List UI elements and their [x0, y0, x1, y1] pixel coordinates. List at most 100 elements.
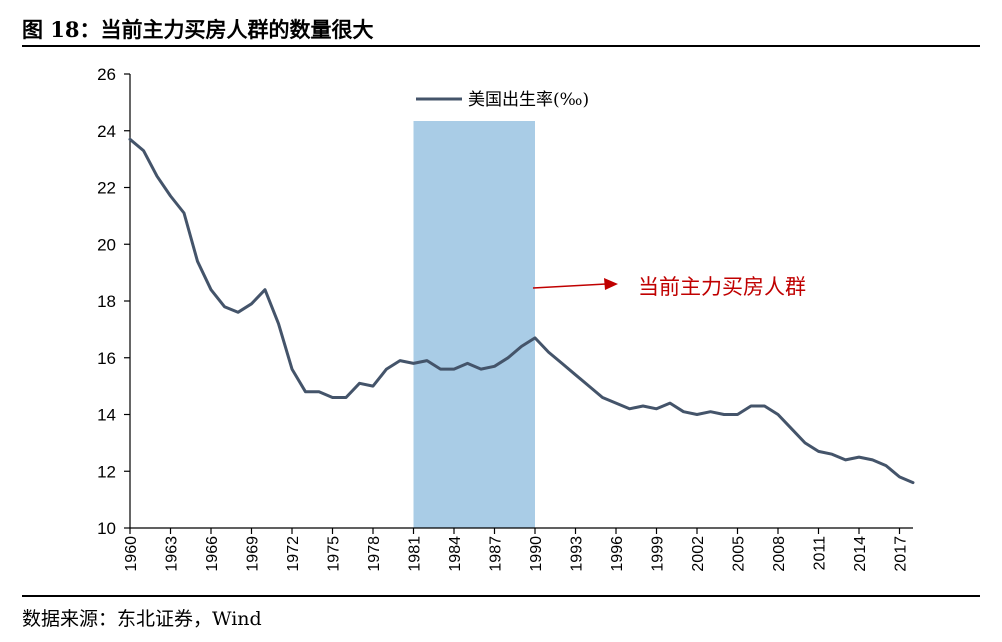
data-point-2012 [830, 452, 834, 456]
data-point-1983 [439, 367, 443, 371]
x-tick-label: 1981 [407, 536, 424, 572]
data-point-2017 [898, 475, 902, 479]
y-tick-label: 14 [97, 406, 116, 425]
y-tick-label: 18 [97, 292, 116, 311]
y-tick-label: 20 [97, 235, 116, 254]
x-tick-label: 1966 [204, 536, 221, 572]
x-tick-label: 2005 [731, 536, 748, 572]
data-point-1974 [317, 390, 321, 394]
y-tick-label: 10 [97, 519, 116, 538]
data-point-1988 [506, 356, 510, 360]
data-point-1963 [169, 194, 173, 198]
x-tick-label: 2008 [771, 536, 788, 572]
data-point-1968 [236, 310, 240, 314]
x-tick-label: 2011 [812, 536, 829, 571]
data-point-1984 [452, 367, 456, 371]
data-point-1979 [385, 367, 389, 371]
data-point-1960 [128, 137, 132, 141]
x-tick-label: 1969 [245, 536, 262, 572]
y-axis: 10 12 14 16 18 20 22 24 26 [97, 65, 131, 538]
legend: 美国出生率(‰) [416, 90, 589, 110]
x-axis: 1960 1963 1966 1969 1972 1975 1978 1981 1984 1987… [123, 527, 913, 572]
data-point-2009 [790, 427, 794, 431]
data-point-2000 [668, 401, 672, 405]
data-point-1990 [533, 336, 537, 340]
annotation-arrowhead [604, 278, 618, 290]
data-point-1962 [155, 174, 159, 178]
source-rule [22, 595, 980, 597]
data-point-2016 [884, 464, 888, 468]
x-tick-label: 2014 [852, 536, 869, 572]
data-point-2008 [776, 413, 780, 417]
title-rule [22, 45, 980, 47]
data-point-1986 [479, 367, 483, 371]
data-point-2007 [763, 404, 767, 408]
y-tick-label: 16 [97, 349, 116, 368]
y-tick-label: 12 [97, 462, 116, 481]
annotation-arrow [532, 283, 607, 289]
data-point-1997 [628, 407, 632, 411]
y-tick-label: 26 [97, 65, 116, 84]
x-tick-label: 1960 [123, 536, 140, 572]
data-point-2005 [736, 413, 740, 417]
data-point-1969 [250, 302, 254, 306]
data-point-1971 [277, 322, 281, 326]
x-tick-label: 1987 [488, 536, 505, 572]
annotation: 当前主力买房人群 [532, 275, 806, 299]
data-point-1992 [560, 361, 564, 365]
data-point-1965 [196, 259, 200, 263]
data-point-2014 [857, 455, 861, 459]
data-point-1995 [601, 395, 605, 399]
x-tick-label: 1996 [609, 536, 626, 572]
annotation-label: 当前主力买房人群 [638, 275, 806, 299]
y-tick-label: 22 [97, 179, 116, 198]
highlight-band [413, 121, 535, 528]
data-point-1999 [655, 407, 659, 411]
data-point-1985 [466, 361, 470, 365]
data-point-1970 [263, 288, 267, 292]
data-point-1978 [371, 384, 375, 388]
data-point-1987 [493, 364, 497, 368]
x-tick-label: 1975 [326, 536, 343, 572]
data-point-2011 [817, 449, 821, 453]
data-point-2004 [722, 413, 726, 417]
data-point-1998 [641, 404, 645, 408]
x-tick-label: 1978 [366, 536, 383, 572]
x-tick-label: 2002 [690, 536, 707, 572]
data-point-1973 [304, 390, 308, 394]
data-point-1996 [614, 401, 618, 405]
data-point-1981 [412, 361, 416, 365]
x-tick-label: 1963 [164, 536, 181, 572]
data-point-2006 [749, 404, 753, 408]
data-point-1977 [358, 381, 362, 385]
data-point-1993 [574, 373, 578, 377]
data-point-2018 [911, 481, 915, 485]
figure-title: 图 18：当前主力买房人群的数量很大 [22, 17, 374, 42]
data-point-1967 [223, 305, 227, 309]
data-point-1964 [182, 211, 186, 215]
x-tick-label: 1990 [528, 536, 545, 572]
data-point-1966 [209, 288, 213, 292]
data-point-1972 [290, 367, 294, 371]
data-point-2001 [682, 410, 686, 414]
x-tick-label: 1984 [447, 536, 464, 572]
data-point-2013 [844, 458, 848, 462]
data-point-2002 [695, 413, 699, 417]
data-point-1982 [425, 359, 429, 363]
data-point-2003 [709, 410, 713, 414]
series-line-birth-rate [128, 137, 915, 485]
data-point-2015 [871, 458, 875, 462]
data-point-2010 [803, 441, 807, 445]
x-tick-label: 2017 [893, 536, 910, 572]
x-tick-label: 1999 [650, 536, 667, 572]
y-tick-label: 24 [97, 122, 116, 141]
legend-label: 美国出生率(‰) [468, 90, 589, 110]
data-point-1975 [331, 395, 335, 399]
data-point-1976 [344, 395, 348, 399]
source-note: 数据来源：东北证券，Wind [22, 608, 262, 630]
data-point-1991 [547, 350, 551, 354]
data-point-1980 [398, 359, 402, 363]
data-point-1994 [587, 384, 591, 388]
data-point-1961 [142, 149, 146, 153]
